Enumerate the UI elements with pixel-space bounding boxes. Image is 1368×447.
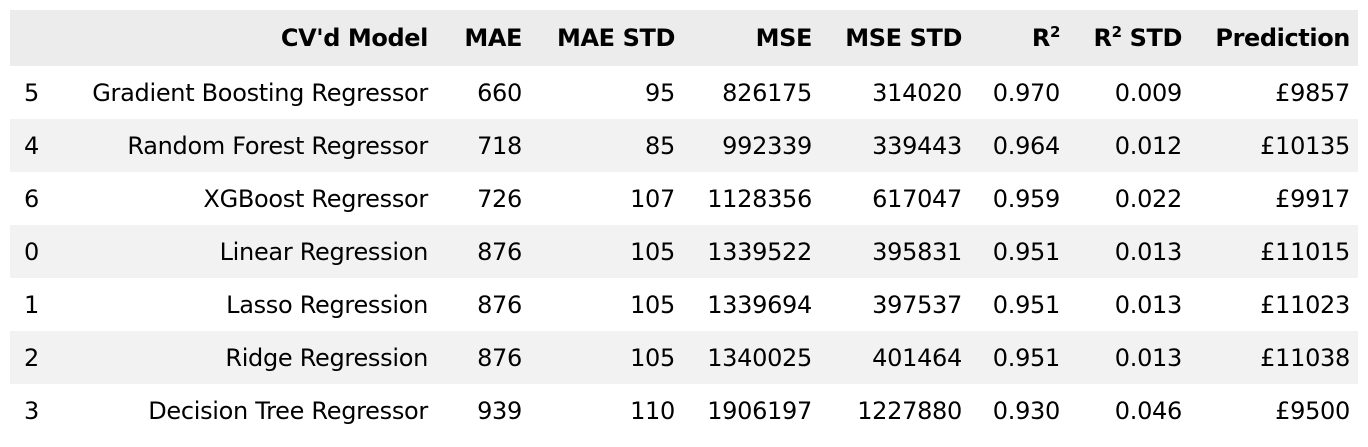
mse-cell: 992339 [683,119,820,172]
mse-cell: 1340025 [683,331,820,384]
header-r2-std-base: R [1093,24,1112,52]
mae-cell: 876 [436,331,530,384]
prediction-cell: £11015 [1190,225,1358,278]
r2-std-cell: 0.012 [1068,119,1190,172]
mse-std-cell: 401464 [820,331,970,384]
model-results-table: CV'd Model MAE MAE STD MSE MSE STD R2 R2… [10,10,1358,437]
r2-cell: 0.964 [970,119,1068,172]
mse-std-cell: 1227880 [820,384,970,437]
mse-cell: 1906197 [683,384,820,437]
row-index-cell: 5 [10,66,62,119]
r2-std-cell: 0.013 [1068,278,1190,331]
r2-std-cell: 0.009 [1068,66,1190,119]
prediction-cell: £11038 [1190,331,1358,384]
model-name-cell: Random Forest Regressor [62,119,436,172]
row-index-cell: 6 [10,172,62,225]
mae-std-cell: 95 [530,66,683,119]
table-row: 4 Random Forest Regressor 718 85 992339 33944… [10,119,1358,172]
header-r2-superscript: 2 [1049,23,1060,41]
header-mae-std: MAE STD [530,10,683,66]
row-index-cell: 0 [10,225,62,278]
header-r2-base: R [1031,24,1050,52]
model-name-cell: XGBoost Regressor [62,172,436,225]
table-row: 3 Decision Tree Regressor 939 110 1906197 122… [10,384,1358,437]
header-index [10,10,62,66]
mse-cell: 1339694 [683,278,820,331]
model-name-cell: Gradient Boosting Regressor [62,66,436,119]
prediction-cell: £10135 [1190,119,1358,172]
row-index-cell: 4 [10,119,62,172]
mae-cell: 876 [436,225,530,278]
header-mse: MSE [683,10,820,66]
mae-std-cell: 107 [530,172,683,225]
mse-std-cell: 617047 [820,172,970,225]
header-row: CV'd Model MAE MAE STD MSE MSE STD R2 R2… [10,10,1358,66]
model-name-cell: Linear Regression [62,225,436,278]
model-name-cell: Lasso Regression [62,278,436,331]
r2-cell: 0.951 [970,225,1068,278]
mae-cell: 726 [436,172,530,225]
r2-cell: 0.970 [970,66,1068,119]
prediction-cell: £11023 [1190,278,1358,331]
mae-std-cell: 105 [530,331,683,384]
r2-std-cell: 0.046 [1068,384,1190,437]
table-row: 2 Ridge Regression 876 105 1340025 401464 0.95… [10,331,1358,384]
row-index-cell: 2 [10,331,62,384]
table-body: 5 Gradient Boosting Regressor 660 95 826175 3… [10,66,1358,437]
mae-std-cell: 110 [530,384,683,437]
table-row: 5 Gradient Boosting Regressor 660 95 826175 3… [10,66,1358,119]
mae-cell: 876 [436,278,530,331]
header-r2-std-suffix: STD [1121,24,1183,52]
mae-cell: 718 [436,119,530,172]
r2-cell: 0.951 [970,278,1068,331]
mae-std-cell: 105 [530,278,683,331]
table-row: 6 XGBoost Regressor 726 107 1128356 617047 0.9… [10,172,1358,225]
header-mae: MAE [436,10,530,66]
mse-cell: 826175 [683,66,820,119]
header-model: CV'd Model [62,10,436,66]
table-row: 0 Linear Regression 876 105 1339522 395831 0.9… [10,225,1358,278]
header-prediction: Prediction [1190,10,1358,66]
header-r2: R2 [970,10,1068,66]
header-r2-std-superscript: 2 [1111,23,1122,41]
model-name-cell: Decision Tree Regressor [62,384,436,437]
prediction-cell: £9500 [1190,384,1358,437]
mae-std-cell: 105 [530,225,683,278]
r2-cell: 0.951 [970,331,1068,384]
mse-std-cell: 395831 [820,225,970,278]
mae-cell: 939 [436,384,530,437]
mae-cell: 660 [436,66,530,119]
mse-std-cell: 314020 [820,66,970,119]
header-mse-std: MSE STD [820,10,970,66]
mse-std-cell: 339443 [820,119,970,172]
r2-std-cell: 0.013 [1068,225,1190,278]
r2-std-cell: 0.022 [1068,172,1190,225]
table-row: 1 Lasso Regression 876 105 1339694 397537 0.95… [10,278,1358,331]
model-name-cell: Ridge Regression [62,331,436,384]
row-index-cell: 1 [10,278,62,331]
r2-std-cell: 0.013 [1068,331,1190,384]
prediction-cell: £9857 [1190,66,1358,119]
header-r2-std: R2 STD [1068,10,1190,66]
r2-cell: 0.930 [970,384,1068,437]
r2-cell: 0.959 [970,172,1068,225]
prediction-cell: £9917 [1190,172,1358,225]
mse-std-cell: 397537 [820,278,970,331]
mae-std-cell: 85 [530,119,683,172]
mse-cell: 1128356 [683,172,820,225]
row-index-cell: 3 [10,384,62,437]
mse-cell: 1339522 [683,225,820,278]
